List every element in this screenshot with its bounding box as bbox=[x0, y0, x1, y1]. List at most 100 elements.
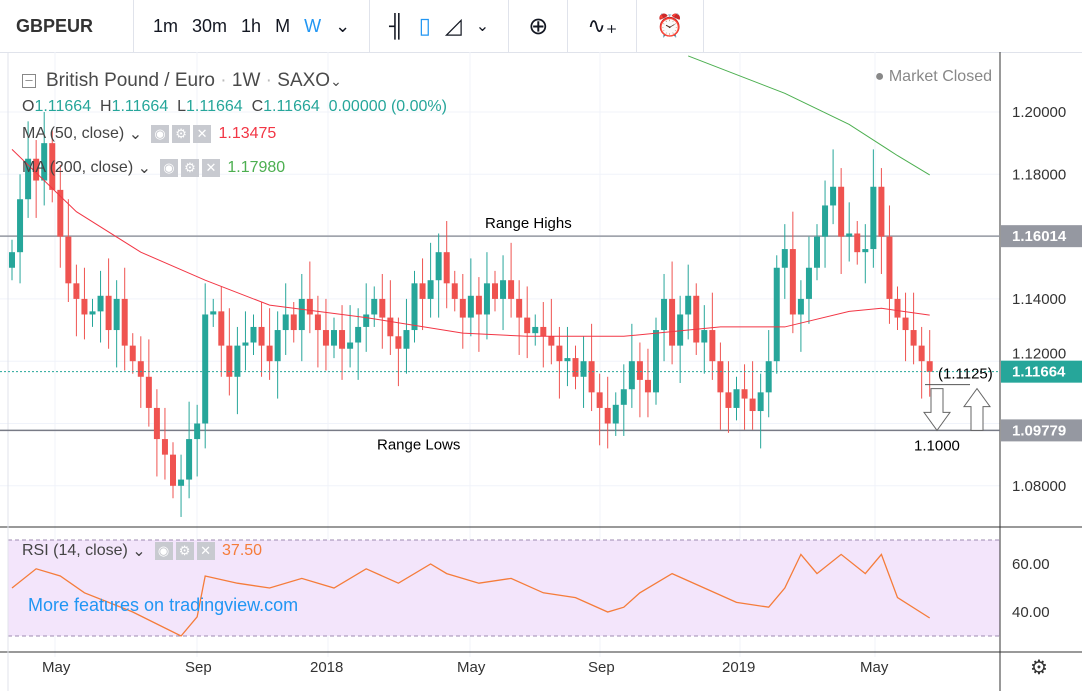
price-tick: 1.20000 bbox=[1012, 104, 1066, 121]
eye-icon[interactable]: ◉ bbox=[159, 159, 178, 177]
rsi-line bbox=[11, 553, 931, 637]
chevron-down-icon[interactable]: ⌄ bbox=[132, 543, 146, 560]
time-tick: May bbox=[42, 659, 71, 676]
eye-icon[interactable]: ◉ bbox=[151, 125, 170, 143]
area-chart-icon[interactable]: ◿ bbox=[444, 13, 462, 38]
candle bbox=[596, 392, 603, 408]
interval-1m[interactable]: 1m bbox=[153, 15, 179, 36]
candle bbox=[781, 249, 788, 268]
candle bbox=[556, 345, 563, 362]
last-price-tag-bg bbox=[1001, 360, 1082, 383]
candle bbox=[322, 330, 329, 346]
candle bbox=[604, 407, 611, 424]
interval-30m[interactable]: 30m bbox=[192, 15, 228, 36]
eye-icon[interactable]: ◉ bbox=[154, 542, 173, 560]
gear-icon[interactable]: ⚙ bbox=[175, 542, 194, 560]
indicators-button[interactable]: ⊕ bbox=[509, 0, 569, 52]
candle bbox=[886, 236, 893, 299]
candle bbox=[194, 423, 201, 440]
candle bbox=[226, 345, 233, 377]
collapse-icon[interactable]: – bbox=[22, 73, 36, 88]
close-icon[interactable]: ✕ bbox=[201, 159, 220, 177]
candle bbox=[628, 361, 635, 390]
candle bbox=[145, 376, 152, 408]
exchange-label[interactable]: SAXO bbox=[277, 70, 331, 91]
candle bbox=[314, 314, 321, 331]
candle bbox=[339, 330, 346, 349]
range-low-tag: 1.09779 bbox=[1012, 422, 1066, 439]
range-highs-label: Range Highs bbox=[485, 215, 572, 232]
candle bbox=[516, 298, 523, 318]
candle bbox=[467, 295, 474, 318]
candle bbox=[129, 345, 136, 362]
candle bbox=[178, 479, 185, 486]
candle bbox=[636, 361, 643, 380]
ma50-label[interactable]: MA (50, close) bbox=[22, 125, 125, 142]
interval-W[interactable]: W bbox=[304, 15, 322, 36]
candle bbox=[379, 298, 386, 318]
time-tick: Sep bbox=[185, 659, 212, 676]
candles-icon[interactable]: ▯ bbox=[418, 13, 431, 38]
candle bbox=[290, 314, 297, 331]
close-value: 1.11664 bbox=[263, 98, 320, 115]
candle bbox=[564, 358, 571, 362]
candle bbox=[73, 283, 80, 299]
ma200-value: 1.17980 bbox=[227, 159, 286, 176]
bar-chart-icon[interactable]: ╢ bbox=[389, 13, 405, 38]
ma200-label[interactable]: MA (200, close) bbox=[22, 159, 134, 176]
candle bbox=[830, 186, 837, 206]
time-tick: 2018 bbox=[310, 659, 343, 676]
gear-icon[interactable]: ⚙ bbox=[172, 125, 191, 143]
candle bbox=[475, 295, 482, 315]
chevron-down-icon[interactable]: ⌄ bbox=[128, 126, 143, 143]
candle bbox=[902, 317, 909, 331]
candle bbox=[789, 249, 796, 315]
indicators-icon: ⊕ bbox=[528, 12, 549, 40]
watermark-link[interactable]: More features on tradingview.com bbox=[28, 595, 299, 615]
candle bbox=[612, 404, 619, 424]
candle bbox=[677, 314, 684, 346]
candle bbox=[910, 330, 917, 346]
candle bbox=[846, 233, 853, 237]
close-icon[interactable]: ✕ bbox=[196, 542, 215, 560]
sep: · bbox=[220, 70, 227, 91]
settings-gear-icon[interactable]: ⚙ bbox=[1030, 657, 1048, 679]
alert-button[interactable]: ⏰ bbox=[637, 0, 704, 52]
chevron-down-icon[interactable]: ⌄ bbox=[330, 72, 342, 89]
compare-button[interactable]: ∿₊ bbox=[568, 0, 638, 52]
candle bbox=[862, 249, 869, 253]
candle bbox=[443, 252, 450, 284]
ma50-legend: MA (50, close) ⌄ ◉ ⚙ ✕ 1.13475 bbox=[22, 111, 276, 157]
rsi-label[interactable]: RSI (14, close) bbox=[22, 542, 128, 559]
candle bbox=[451, 283, 458, 299]
interval-1h[interactable]: 1h bbox=[241, 15, 262, 36]
candle bbox=[347, 342, 354, 349]
symbol-search[interactable]: GBPEUR bbox=[0, 0, 135, 52]
candle bbox=[661, 298, 668, 331]
candle bbox=[572, 358, 579, 377]
price-chart[interactable]: Range Highs Range Lows (1.1125) 1.1000 1.200… bbox=[0, 52, 1082, 691]
candle bbox=[685, 295, 692, 315]
high-value: 1.11664 bbox=[111, 98, 169, 115]
chevron-down-icon[interactable]: ⌄ bbox=[475, 18, 490, 35]
candle bbox=[57, 189, 64, 237]
candle bbox=[282, 314, 289, 331]
candle bbox=[387, 317, 394, 337]
close-icon[interactable]: ✕ bbox=[193, 125, 212, 143]
chevron-down-icon[interactable]: ⌄ bbox=[335, 15, 351, 36]
interval-M[interactable]: M bbox=[275, 15, 291, 36]
candle bbox=[411, 283, 418, 331]
chevron-down-icon[interactable]: ⌄ bbox=[137, 160, 152, 177]
candle bbox=[266, 345, 273, 362]
candle bbox=[234, 345, 241, 377]
candle bbox=[97, 295, 104, 312]
price-tick: 1.18000 bbox=[1012, 166, 1066, 183]
open-value: 1.11664 bbox=[34, 98, 92, 115]
low-value: 1.11664 bbox=[186, 98, 243, 115]
candle bbox=[403, 330, 410, 349]
rsi-tick: 60.00 bbox=[1012, 556, 1050, 573]
candle bbox=[644, 379, 651, 393]
candle bbox=[363, 314, 370, 327]
gear-icon[interactable]: ⚙ bbox=[180, 159, 199, 177]
candle bbox=[709, 330, 716, 362]
